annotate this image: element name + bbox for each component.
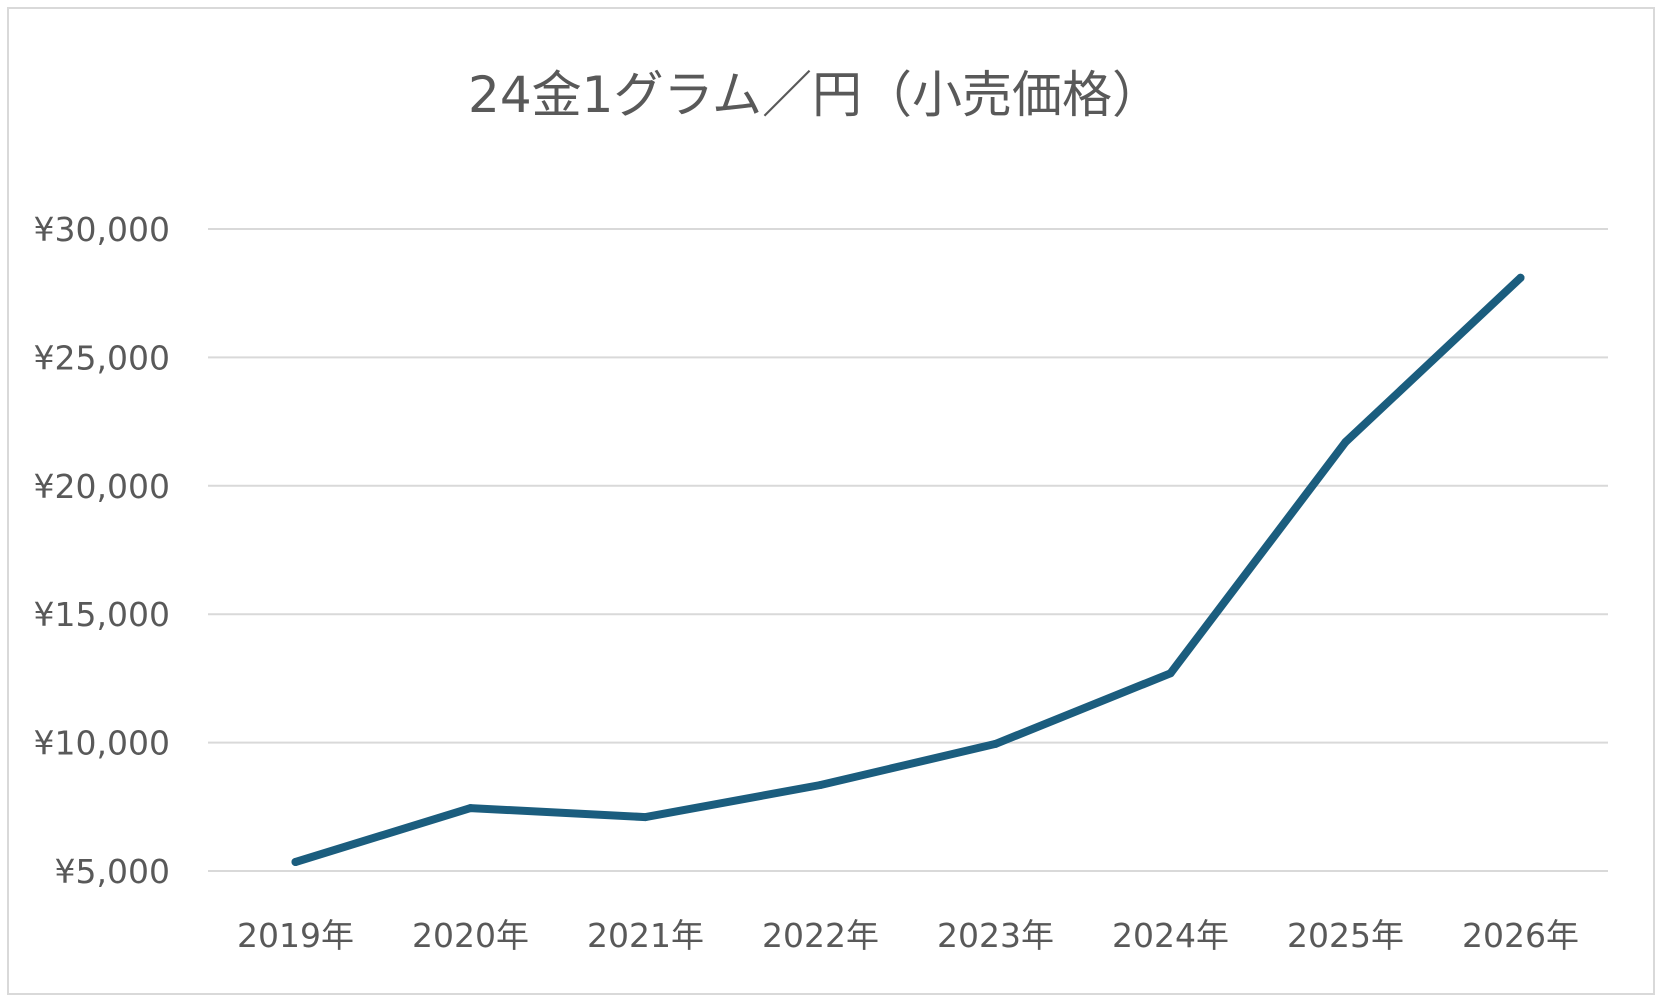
data-point xyxy=(816,780,825,789)
series-layer xyxy=(291,273,1525,867)
chart-frame xyxy=(7,7,1655,995)
x-tick-label: 2026年 xyxy=(1462,916,1579,955)
data-point xyxy=(1516,273,1525,282)
series-line xyxy=(291,273,1525,866)
y-tick-label: ¥5,000 xyxy=(55,852,170,891)
data-point xyxy=(291,858,300,867)
data-point xyxy=(991,739,1000,748)
x-tick-label: 2020年 xyxy=(412,916,529,955)
y-tick-label: ¥15,000 xyxy=(34,595,170,634)
y-axis-tick-labels: ¥5,000 ¥10,000 ¥15,000 ¥20,000 ¥25,000 ¥30,00… xyxy=(34,210,170,891)
x-tick-label: 2022年 xyxy=(762,916,879,955)
data-point xyxy=(1341,438,1350,447)
y-tick-label: ¥25,000 xyxy=(34,338,170,377)
x-axis-tick-labels: 2019年 2020年 2021年 2022年 2023年 2024年 2025年 2026年 xyxy=(237,916,1579,955)
y-tick-label: ¥10,000 xyxy=(34,724,170,763)
y-tick-label: ¥30,000 xyxy=(34,210,170,249)
x-tick-label: 2024年 xyxy=(1112,916,1229,955)
x-tick-label: 2023年 xyxy=(937,916,1054,955)
x-tick-label: 2019年 xyxy=(237,916,354,955)
data-point xyxy=(1166,669,1175,678)
gridlines xyxy=(208,228,1608,872)
y-tick-label: ¥20,000 xyxy=(34,467,170,506)
chart-title: 24金1グラム／円（小売価格） xyxy=(468,66,1162,124)
x-tick-label: 2021年 xyxy=(587,916,704,955)
data-point xyxy=(466,804,475,813)
data-point xyxy=(641,813,650,822)
x-tick-label: 2025年 xyxy=(1287,916,1404,955)
